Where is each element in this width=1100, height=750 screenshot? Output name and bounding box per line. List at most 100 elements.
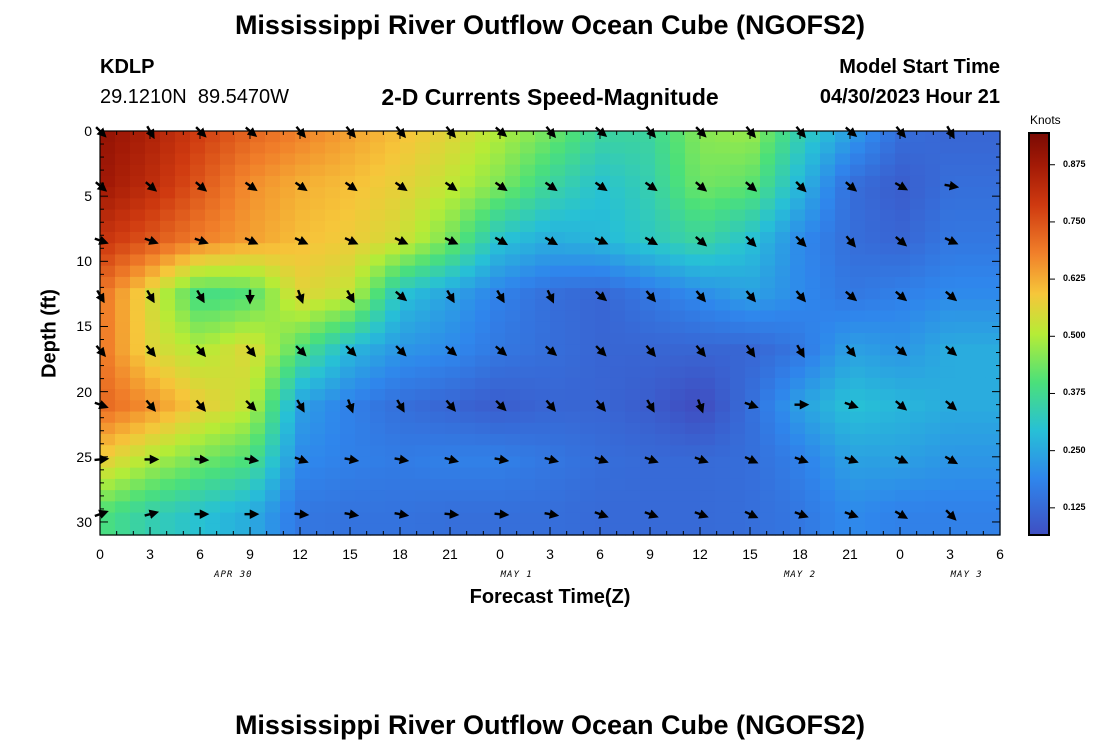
heatmap-cell: [145, 355, 161, 368]
heatmap-cell: [265, 333, 281, 345]
heatmap-cell: [655, 400, 671, 413]
current-arrow: [945, 509, 957, 521]
heatmap-cell: [235, 400, 251, 413]
heatmap-cell: [625, 434, 641, 446]
heatmap-cell: [220, 164, 236, 177]
heatmap-cell: [580, 366, 596, 379]
heatmap-cell: [715, 478, 731, 491]
heatmap-cell: [400, 422, 416, 435]
heatmap-cell: [670, 467, 686, 480]
heatmap-cell: [640, 501, 656, 514]
heatmap-cell: [850, 175, 866, 188]
heatmap-cell: [520, 232, 536, 244]
heatmap-cell: [430, 333, 446, 345]
heatmap-cell: [580, 333, 596, 345]
heatmap-cell: [625, 232, 641, 244]
heatmap-cell: [535, 299, 551, 312]
heatmap-cell: [295, 299, 311, 312]
heatmap-cell: [160, 411, 176, 424]
heatmap-cell: [820, 501, 836, 514]
heatmap-cell: [895, 153, 911, 166]
heatmap-cell: [415, 445, 431, 458]
heatmap-cell: [445, 501, 461, 514]
heatmap-cell: [970, 366, 986, 379]
current-arrow: [945, 400, 958, 411]
heatmap-cell: [505, 523, 521, 536]
heatmap-cell: [430, 164, 446, 177]
heatmap-cell: [910, 478, 926, 491]
heatmap-cell: [565, 321, 581, 334]
heatmap-cell: [370, 512, 386, 525]
heatmap-cell: [955, 512, 971, 525]
heatmap-cell: [190, 523, 206, 536]
heatmap-cell: [940, 422, 956, 435]
heatmap-cell: [325, 355, 341, 368]
heatmap-cell: [100, 254, 116, 267]
heatmap-cell: [790, 276, 806, 289]
heatmap-cell: [490, 490, 506, 502]
heatmap-cell: [265, 400, 281, 413]
heatmap-cell: [145, 187, 161, 199]
heatmap-cell: [610, 344, 626, 357]
heatmap-cell: [160, 333, 176, 345]
current-arrow: [195, 289, 205, 304]
heatmap-cell: [970, 276, 986, 289]
heatmap-cell: [910, 389, 926, 401]
heatmap-cell: [385, 142, 401, 155]
heatmap-cell: [580, 243, 596, 256]
heatmap-cell: [205, 310, 221, 323]
heatmap-cell: [880, 220, 896, 233]
heatmap-cell: [580, 310, 596, 323]
heatmap-cell: [205, 490, 221, 502]
heatmap-cell: [505, 198, 521, 211]
heatmap-cell: [895, 333, 911, 345]
heatmap-cell: [880, 175, 896, 188]
heatmap-cell: [190, 220, 206, 233]
heatmap-cell: [940, 377, 956, 390]
current-arrow: [794, 454, 809, 464]
heatmap-cell: [265, 490, 281, 502]
heatmap-cell: [115, 288, 131, 300]
heatmap-cell: [520, 355, 536, 368]
heatmap-cell: [535, 422, 551, 435]
heatmap-cell: [145, 265, 161, 278]
heatmap-cell: [880, 254, 896, 267]
heatmap-cell: [520, 377, 536, 390]
heatmap-cell: [850, 377, 866, 390]
heatmap-cell: [760, 389, 776, 401]
heatmap-cell: [970, 254, 986, 267]
heatmap-cell: [670, 265, 686, 278]
heatmap-cell: [670, 243, 686, 256]
heatmap-cell: [805, 456, 821, 469]
heatmap-cell: [970, 478, 986, 491]
heatmap-cell: [535, 467, 551, 480]
heatmap-cell: [685, 299, 701, 312]
heatmap-cell: [280, 299, 296, 312]
x-tick-label: 6: [196, 546, 204, 562]
x-tick-label: 15: [742, 546, 758, 562]
heatmap-cell: [115, 377, 131, 390]
heatmap-cell: [430, 377, 446, 390]
heatmap-cell: [100, 478, 116, 491]
heatmap-cell: [445, 321, 461, 334]
heatmap-cell: [835, 187, 851, 199]
heatmap-cell: [115, 209, 131, 222]
heatmap-cell: [385, 456, 401, 469]
heatmap-cell: [400, 142, 416, 155]
heatmap-cell: [475, 501, 491, 514]
heatmap-cell: [325, 467, 341, 480]
heatmap-cell: [235, 131, 251, 143]
heatmap-cell: [415, 467, 431, 480]
heatmap-cell: [130, 411, 146, 424]
heatmap-cell: [250, 389, 266, 401]
heatmap-cell: [160, 456, 176, 469]
heatmap-cell: [175, 344, 191, 357]
heatmap-cell: [655, 377, 671, 390]
current-arrow: [545, 345, 558, 356]
heatmap-cell: [925, 355, 941, 368]
heatmap-cell: [280, 232, 296, 244]
heatmap-cell: [340, 243, 356, 256]
heatmap-cell: [295, 187, 311, 199]
heatmap-cell: [625, 389, 641, 401]
heatmap-cell: [325, 512, 341, 525]
